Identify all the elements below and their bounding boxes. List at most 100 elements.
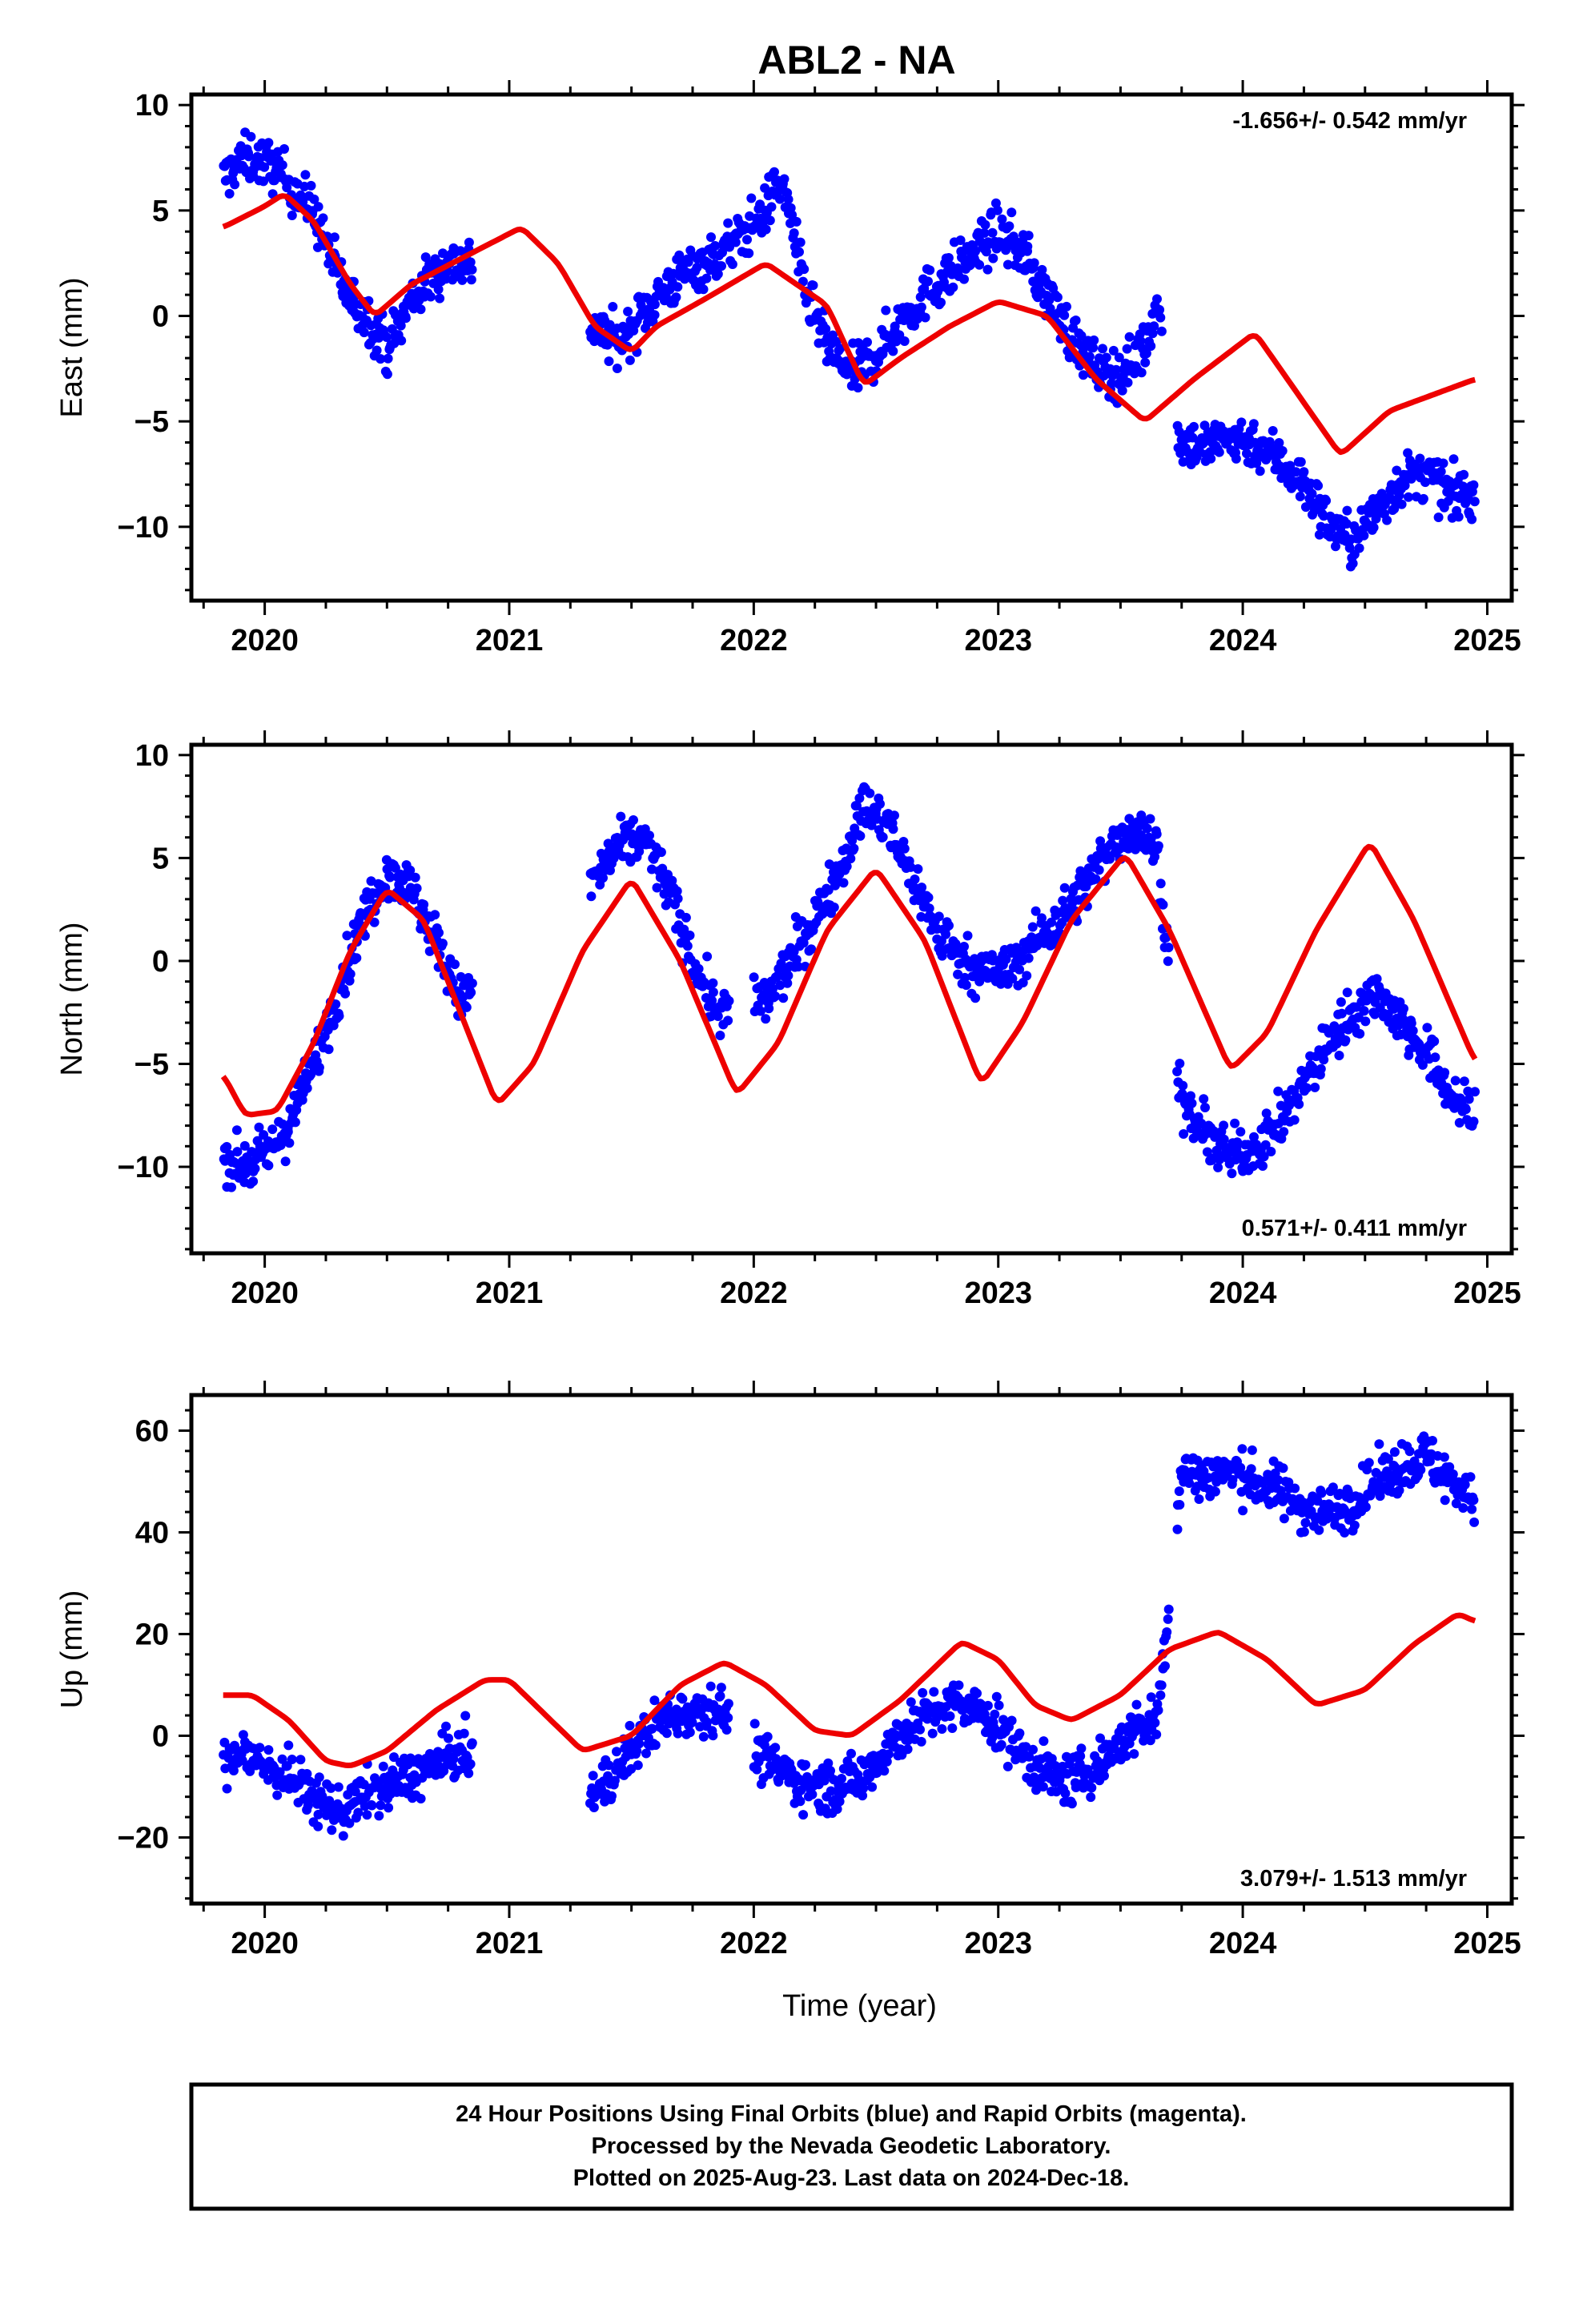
up-data-point [1024, 1751, 1035, 1762]
up-data-point [374, 1811, 384, 1821]
panel-east: 2020 2021 2022 2023 2024 2025 −10 −5 0 5 10 East (m… [55, 80, 1525, 657]
east-data-point [649, 300, 660, 310]
east-data-point [789, 228, 799, 239]
up-data-point [708, 1731, 718, 1741]
east-data-point [888, 346, 898, 356]
north-data-point [708, 987, 718, 997]
up-data-point [1299, 1526, 1309, 1537]
up-data-point [1145, 1735, 1155, 1746]
up-data-point [906, 1697, 916, 1707]
east-data-point [1438, 458, 1448, 468]
up-data-point [1146, 1692, 1156, 1703]
up-data-point [441, 1721, 451, 1731]
east-data-point [808, 280, 818, 291]
north-data-point [652, 883, 662, 893]
up-data-point [826, 1766, 835, 1776]
up-data-point [723, 1713, 733, 1723]
up-data-point [295, 1755, 306, 1765]
up-data-point [459, 1728, 469, 1739]
north-data-point [1202, 1147, 1212, 1157]
north-data-point [1422, 1023, 1432, 1033]
north-data-point [1399, 1003, 1408, 1014]
north-data-point [323, 1044, 334, 1055]
east-data-point [766, 202, 777, 212]
up-data-point [972, 1688, 982, 1699]
east-data-point [1098, 344, 1107, 354]
north-x-tick-label: 2021 [476, 1277, 544, 1310]
up-data-point [705, 1681, 716, 1691]
east-data-point [982, 264, 993, 275]
north-data-point [1105, 854, 1115, 864]
north-data-point [1199, 1094, 1209, 1104]
east-data-point [970, 246, 980, 256]
east-data-point [925, 265, 935, 275]
east-data-point [1174, 427, 1184, 437]
up-data-point [947, 1723, 958, 1733]
east-data-point [313, 202, 323, 212]
up-data-point [416, 1794, 426, 1803]
north-plot-frame [189, 742, 1514, 1256]
east-data-point [612, 364, 622, 373]
north-data-point [1468, 1116, 1479, 1127]
up-data-point [698, 1731, 709, 1742]
east-data-point [1295, 492, 1305, 501]
north-data-point [1059, 883, 1070, 893]
east-data-point [1268, 426, 1278, 436]
north-data-point [424, 946, 435, 956]
north-rate-label: 0.571+/- 0.411 mm/yr [1242, 1216, 1467, 1241]
north-data-point [410, 872, 420, 883]
north-y-axis-label: North (mm) [55, 922, 89, 1076]
north-y-tick-label: −5 [135, 1047, 169, 1081]
east-data-point [981, 247, 991, 257]
east-data-points [219, 127, 1480, 572]
north-x-tick-label: 2022 [720, 1277, 788, 1310]
east-data-point [1149, 321, 1159, 332]
east-data-point [1436, 466, 1446, 476]
north-data-point [232, 1147, 243, 1157]
north-data-point [456, 971, 466, 982]
north-data-point [776, 959, 786, 968]
east-data-point [1291, 467, 1301, 477]
east-y-tick-label: 5 [152, 195, 169, 228]
north-data-point [806, 944, 817, 955]
east-data-point [1236, 417, 1247, 428]
north-data-point [682, 941, 693, 951]
up-data-point [954, 1680, 964, 1691]
up-data-point [832, 1804, 842, 1814]
east-model-curve [222, 193, 1477, 456]
east-data-point [980, 219, 990, 230]
north-data-point [1145, 814, 1155, 824]
north-data-point [1007, 974, 1018, 983]
up-data-point [1273, 1475, 1284, 1486]
east-data-point [383, 353, 393, 364]
north-data-point [944, 920, 954, 931]
up-data-point [994, 1700, 1004, 1711]
east-data-point [1321, 496, 1332, 506]
north-data-point [838, 878, 849, 888]
north-data-point [1037, 913, 1047, 923]
up-data-point [1095, 1733, 1105, 1743]
up-data-point [834, 1796, 845, 1807]
north-data-point [352, 953, 362, 963]
north-data-point [875, 798, 885, 809]
up-data-point [1087, 1783, 1097, 1793]
east-data-point [1156, 326, 1167, 336]
up-data-point [1210, 1486, 1220, 1497]
north-data-point [1340, 1035, 1351, 1045]
up-data-point [1238, 1506, 1248, 1516]
north-data-point [749, 972, 759, 983]
east-data-point [1392, 465, 1402, 476]
north-data-point [263, 1160, 274, 1171]
north-data-point [1370, 1009, 1380, 1019]
north-data-point [890, 810, 899, 821]
east-data-point [465, 257, 476, 267]
east-data-point [359, 328, 369, 338]
north-data-point [1359, 1006, 1369, 1016]
east-data-point [282, 183, 292, 193]
north-x-tick-label: 2024 [1209, 1277, 1277, 1310]
up-data-point [1316, 1488, 1327, 1498]
east-data-point [1071, 316, 1081, 325]
east-data-point [1403, 448, 1413, 458]
up-data-point [1374, 1439, 1384, 1449]
up-data-point [313, 1809, 323, 1819]
